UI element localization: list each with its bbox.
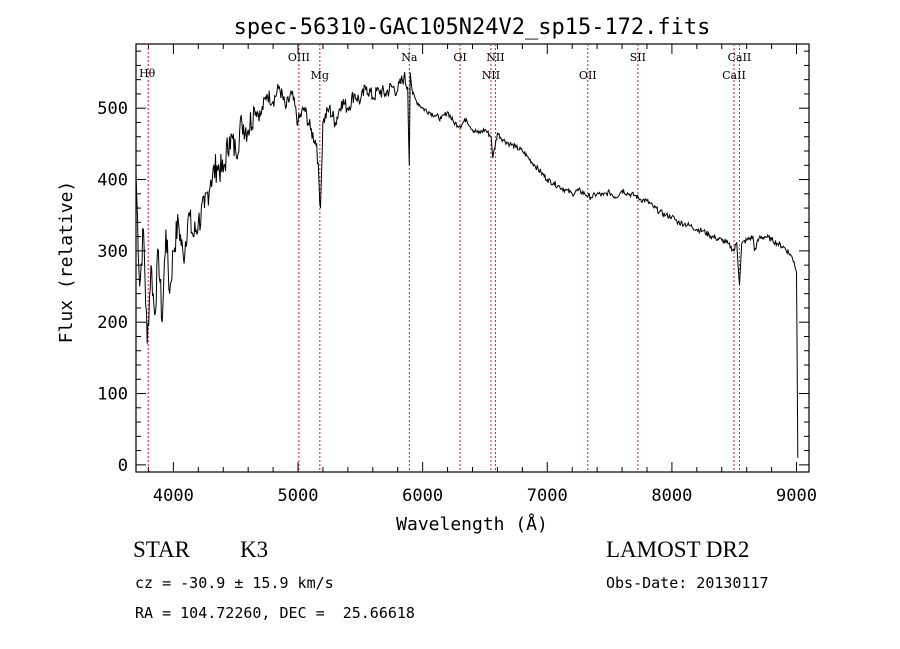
chart-title: spec-56310-GAC105N24V2_sp15-172.fits xyxy=(234,15,711,40)
spectral-line-label: Na xyxy=(401,51,418,64)
spectral-line-label: Hθ xyxy=(139,67,156,80)
spectral-line-label: NII xyxy=(486,51,504,64)
spectral-line-label: CaII xyxy=(722,69,746,82)
spectral-line-label: OIII xyxy=(288,51,310,64)
ra-dec-coordinates: RA = 104.72260, DEC = 25.66618 xyxy=(135,604,415,622)
x-tick-label: 9000 xyxy=(776,486,817,506)
line-markers xyxy=(147,44,740,472)
x-tick-label: 7000 xyxy=(527,486,568,506)
x-axis-label: Wavelength (Å) xyxy=(396,513,548,535)
spectral-line-label: OI xyxy=(453,51,466,64)
y-tick-label: 300 xyxy=(97,242,128,262)
subclass: K3 xyxy=(240,537,269,562)
spectral-line-label: NII xyxy=(482,69,500,82)
spectral-line-label: OII xyxy=(579,69,597,82)
survey-name: LAMOST DR2 xyxy=(606,537,750,562)
plot-frame xyxy=(135,43,810,473)
y-tick-label: 500 xyxy=(97,99,128,119)
spectral-line-label: CaII xyxy=(728,51,752,64)
redshift-cz: cz = -30.9 ± 15.9 km/s xyxy=(135,574,334,592)
x-tick-label: 6000 xyxy=(402,486,443,506)
spectral-line-label: SII xyxy=(630,51,646,64)
axis-ticks: 4000 5000 6000 7000 8000 9000 0 100 200 300 400 500 xyxy=(97,44,817,506)
y-axis-label: Flux (relative) xyxy=(56,181,77,344)
x-tick-label: 8000 xyxy=(651,486,692,506)
object-class: STAR xyxy=(133,537,190,562)
y-tick-label: 100 xyxy=(97,385,128,405)
y-tick-label: 0 xyxy=(118,456,128,476)
y-tick-label: 400 xyxy=(97,171,128,191)
spectral-line-label: Mg xyxy=(311,69,329,82)
observation-date: Obs-Date: 20130117 xyxy=(606,574,769,592)
x-tick-label: 4000 xyxy=(153,486,194,506)
x-tick-label: 5000 xyxy=(278,486,319,506)
spectrum-line xyxy=(135,72,799,458)
y-tick-label: 200 xyxy=(97,313,128,333)
